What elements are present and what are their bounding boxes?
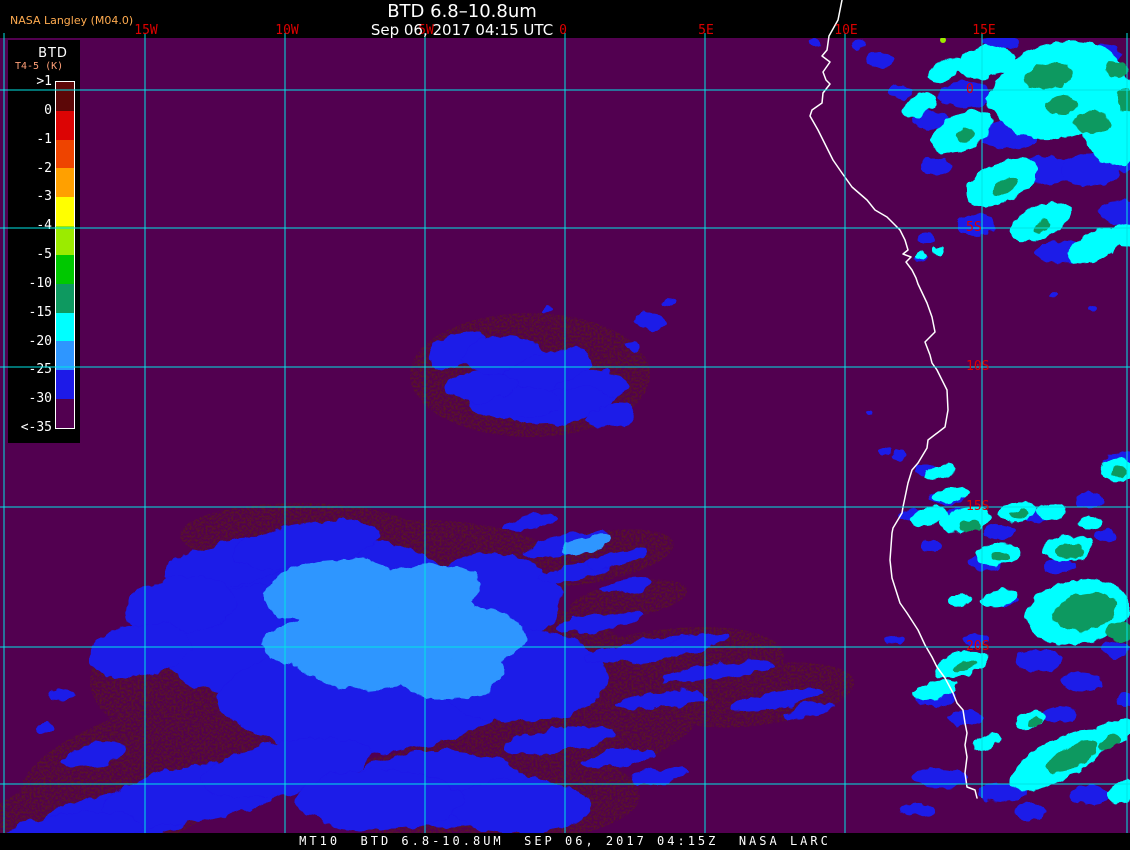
page-title: BTD 6.8–10.8um xyxy=(387,1,537,22)
coastline xyxy=(809,0,978,799)
legend-title: BTD xyxy=(38,46,68,61)
legend-tick-label: >1 xyxy=(36,74,52,89)
legend-color-segment xyxy=(56,341,74,371)
legend-tick-label: -5 xyxy=(36,247,52,262)
legend-color-segment xyxy=(56,312,74,342)
cloud-green-cores xyxy=(955,62,1130,774)
legend-color-segment xyxy=(56,197,74,227)
legend-units: T4-5 (K) xyxy=(15,61,64,72)
timestamp-subtitle: Sep 06, 2017 04:15 UTC xyxy=(370,21,554,39)
legend-color-segment xyxy=(56,226,74,255)
legend-tick-label: -2 xyxy=(36,160,52,176)
legend-color-segment xyxy=(56,254,74,284)
legend-tick-label: <-35 xyxy=(20,420,52,435)
color-scale-legend: BTD T4-5 (K) >1 0 -1 -2 -3 -4 -5 -10 -15 -20 -25 -3… xyxy=(8,40,80,443)
legend-tick-label: -25 xyxy=(28,362,52,378)
legend-color-segment xyxy=(56,399,74,428)
legend-color-segment xyxy=(56,370,74,400)
footer-caption: MT10 BTD 6.8-10.8UM SEP 06, 2017 04:15Z … xyxy=(299,834,831,848)
credit-label: NASA Langley (M04.0) xyxy=(10,14,134,27)
legend-tick-label: -10 xyxy=(28,275,52,291)
legend-tick-label: -4 xyxy=(36,218,52,234)
legend-tick-label: -15 xyxy=(28,304,52,320)
legend-color-segment xyxy=(56,168,74,198)
legend-tick-label: -30 xyxy=(28,391,52,407)
legend-color-segment xyxy=(56,283,74,313)
legend-tick-label: -1 xyxy=(36,131,52,147)
legend-color-bar xyxy=(55,81,75,429)
legend-tick-label: 0 xyxy=(44,102,52,118)
cloud-field xyxy=(0,38,1130,833)
legend-tick-label: -20 xyxy=(28,333,52,349)
legend-color-segment xyxy=(56,139,74,169)
legend-tick-label: -3 xyxy=(36,189,52,205)
legend-color-segment xyxy=(56,82,74,111)
chartreuse-speck xyxy=(940,38,946,43)
legend-color-segment xyxy=(56,110,74,140)
